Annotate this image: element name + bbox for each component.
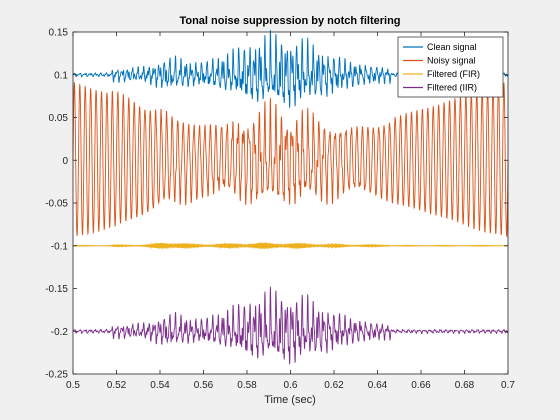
y-tick-label: -0.25 [45,370,68,381]
y-axis: -0.25 -0.2 -0.15 -0.1 -0.05 0 0.05 0.1 0.15 [45,28,508,381]
x-tick-label: 0.6 [284,380,298,391]
x-tick-label: 0.68 [455,380,475,391]
y-tick-label: -0.05 [45,199,68,210]
x-tick-label: 0.52 [107,380,127,391]
legend-entry: Noisy signal [427,56,476,66]
x-tick-label: 0.56 [194,380,214,391]
legend-entry: Clean signal [427,42,477,52]
x-tick-label: 0.62 [324,380,344,391]
x-axis-label: Time (sec) [264,394,316,406]
y-tick-label: 0.05 [49,113,69,124]
y-tick-label: -0.15 [45,284,68,295]
x-tick-label: 0.5 [66,380,80,391]
y-tick-label: -0.2 [51,327,69,338]
series-line-3 [72,241,509,250]
x-tick-label: 0.7 [501,380,515,391]
y-tick-label: 0.1 [54,70,68,81]
x-tick-label: 0.54 [150,380,170,391]
series-line-4 [72,286,509,365]
y-tick-label: 0.15 [49,28,69,39]
y-tick-label: 0 [62,156,68,167]
x-axis: 0.5 0.52 0.54 0.56 0.58 0.6 0.62 0.64 0.66 0.68 0.… [66,32,515,391]
chart-title: Tonal noise suppression by notch filteri… [179,15,400,27]
legend: Clean signal Noisy signal Filtered (FIR) Fi… [397,36,504,98]
x-tick-label: 0.58 [237,380,257,391]
legend-entry: Filtered (FIR) [427,69,480,79]
y-tick-label: -0.1 [51,241,69,252]
x-tick-label: 0.66 [411,380,431,391]
legend-entry: Filtered (IIR) [427,83,477,93]
series-line-2 [72,82,509,238]
x-tick-label: 0.64 [368,380,388,391]
